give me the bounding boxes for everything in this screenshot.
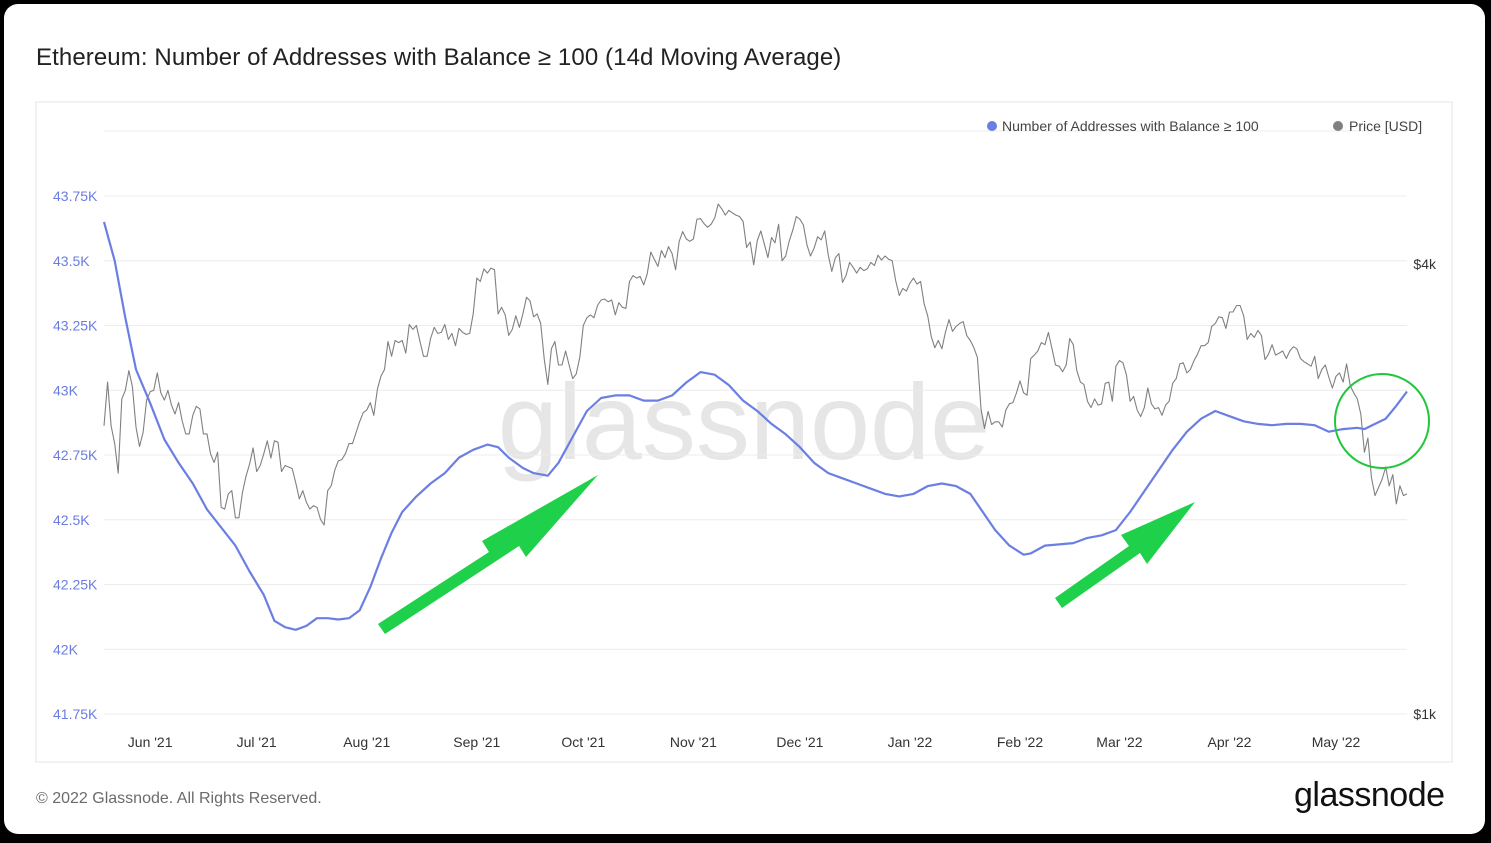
x-tick-label: Sep '21 (453, 734, 500, 750)
y-left-tick-label: 41.75K (53, 706, 98, 722)
annotation-arrow-2 (1055, 502, 1195, 608)
x-tick-label: Apr '22 (1208, 734, 1252, 750)
x-tick-label: Aug '21 (343, 734, 390, 750)
x-tick-label: Mar '22 (1096, 734, 1142, 750)
legend-item-price[interactable]: Price [USD] (1333, 118, 1422, 134)
watermark-text: glassnode (498, 361, 990, 482)
legend-label-price: Price [USD] (1349, 118, 1422, 134)
x-ticks: Jun '21 Jul '21 Aug '21 Sep '21 Oct '21 Nov '… (128, 734, 1361, 750)
chart-card: Ethereum: Number of Addresses with Balan… (4, 4, 1485, 834)
glassnode-logo: glassnode (1294, 776, 1445, 814)
price-line (103, 203, 1408, 526)
y-right-ticks: $1k $4k (1413, 256, 1437, 722)
annotation-arrow-1 (378, 475, 598, 634)
annotation-circle (1334, 373, 1430, 469)
x-tick-label: Jan '22 (888, 734, 933, 750)
chart-title: Ethereum: Number of Addresses with Balan… (36, 44, 842, 71)
y-left-tick-label: 42.25K (53, 577, 98, 593)
legend-dot-price (1333, 121, 1343, 131)
plot-frame (35, 101, 1453, 763)
y-left-tick-label: 42.75K (53, 447, 98, 463)
x-tick-label: Oct '21 (561, 734, 605, 750)
y-left-tick-label: 42K (53, 641, 79, 657)
legend-item-addresses[interactable]: Number of Addresses with Balance ≥ 100 (987, 118, 1259, 134)
x-tick-label: Nov '21 (670, 734, 717, 750)
x-tick-label: Dec '21 (776, 734, 823, 750)
grid-lines (104, 130, 1407, 715)
y-left-tick-label: 43.75K (53, 188, 98, 204)
y-right-tick-label: $4k (1413, 256, 1437, 272)
x-tick-label: May '22 (1312, 734, 1361, 750)
price-series (103, 203, 1408, 526)
x-tick-label: Feb '22 (997, 734, 1043, 750)
x-tick-label: Jul '21 (237, 734, 277, 750)
legend: Number of Addresses with Balance ≥ 100 P… (987, 118, 1422, 134)
chart-svg: glassnode 41.75K42K42.25K42.5K42.75K43K4… (35, 101, 1453, 763)
y-left-tick-label: 43K (53, 382, 79, 398)
copyright-text: © 2022 Glassnode. All Rights Reserved. (36, 790, 322, 807)
addresses-line (102, 221, 1408, 631)
y-left-ticks: 41.75K 42K 42.25K 42.5K 42.75K 43K 43.25K 43.5K… (53, 188, 98, 722)
legend-label-addresses: Number of Addresses with Balance ≥ 100 (1002, 118, 1259, 134)
y-left-tick-label: 43.25K (53, 318, 98, 334)
y-left-tick-label: 42.5K (53, 512, 90, 528)
y-left-tick-label: 43.5K (53, 253, 90, 269)
addresses-series (102, 221, 1408, 631)
legend-dot-addresses (987, 121, 997, 131)
x-tick-label: Jun '21 (128, 734, 173, 750)
y-right-tick-label: $1k (1413, 706, 1437, 722)
